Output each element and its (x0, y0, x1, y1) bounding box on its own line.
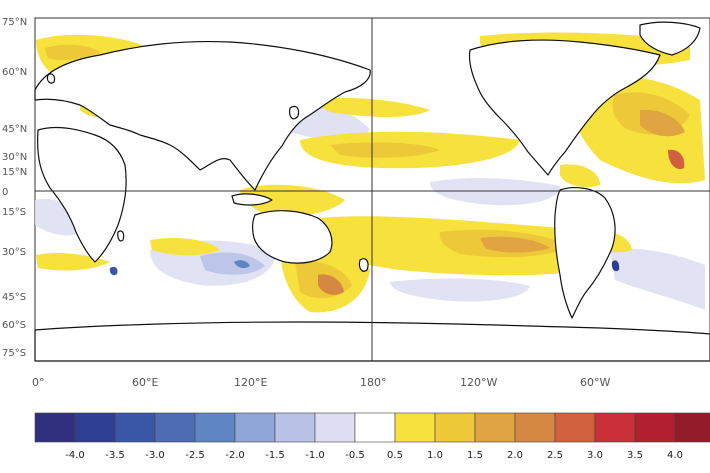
negative-anomaly-region (430, 178, 560, 206)
colorbar-swatch (154, 412, 196, 443)
colorbar-tick-label: -3.5 (105, 450, 125, 461)
colorbar-swatch (474, 412, 516, 443)
positive-anomaly-region (310, 98, 430, 117)
lat-label-75s: 75°S (2, 348, 26, 359)
lat-label-60n: 60°N (2, 67, 27, 78)
longitude-labels: 0° 60°E 120°E 180° 120°W 60°W (32, 376, 610, 389)
lon-label-60e: 60°E (132, 376, 158, 389)
colorbar-tick-label: -1.0 (305, 450, 325, 461)
lat-label-30n: 30°N (2, 152, 27, 163)
colorbar-tick-label: 1.0 (427, 450, 443, 461)
colorbar-tick-label: 2.5 (547, 450, 563, 461)
colorbar-tick-label: -1.5 (265, 450, 285, 461)
colorbar-tick-label: 3.5 (627, 450, 643, 461)
positive-anomaly-region (150, 238, 220, 256)
colorbar-swatch (234, 412, 276, 443)
landmass-greenland (639, 21, 701, 56)
negative-anomaly-region (35, 199, 85, 236)
lat-label-0: 0 (2, 187, 8, 198)
positive-anomaly-region (480, 236, 550, 253)
landmass-australia (252, 210, 333, 264)
negative-anomaly-region (390, 278, 530, 302)
lat-label-15n: 15°N (2, 167, 27, 178)
colorbar: -4.0 -3.5 -3.0 -2.5 -2.0 -1.5 -1.0 -0.5 0.5 1.0 1.… (34, 412, 710, 461)
positive-anomaly-region (318, 274, 344, 295)
positive-anomaly-region (330, 142, 440, 158)
lat-label-30s: 30°S (2, 247, 26, 258)
colorbar-swatch (514, 412, 556, 443)
colorbar-tick-label: -3.0 (145, 450, 165, 461)
colorbar-swatch (394, 412, 436, 443)
colorbar-swatch (74, 412, 116, 443)
colorbar-swatch (274, 412, 316, 443)
negative-anomaly-region (200, 252, 265, 275)
lon-label-120e: 120°E (234, 376, 267, 389)
landmass-uk (46, 73, 56, 84)
colorbar-swatch (674, 412, 710, 443)
negative-anomaly-region (234, 260, 250, 269)
negative-anomaly-region (611, 260, 620, 272)
negative-anomaly-region (109, 266, 118, 276)
lon-label-180: 180° (360, 376, 387, 389)
lon-label-0: 0° (32, 376, 45, 389)
colorbar-swatch (354, 412, 396, 443)
positive-anomaly-region (240, 184, 345, 216)
positive-anomaly-region (640, 109, 685, 137)
colorbar-swatch (634, 412, 676, 443)
colorbar-swatch (114, 412, 156, 443)
colorbar-swatch (554, 412, 596, 443)
landmass-madagascar (117, 230, 125, 242)
lat-label-45n: 45°N (2, 124, 27, 135)
landmass-eurasia (34, 40, 371, 191)
lat-label-75n: 75°N (2, 17, 27, 28)
colorbar-swatch (434, 412, 476, 443)
lat-label-45s: 45°S (2, 292, 26, 303)
landmass-indonesia (231, 193, 273, 206)
colorbar-tick-label: -2.5 (185, 450, 205, 461)
colorbar-tick-label: -4.0 (65, 450, 85, 461)
colorbar-swatch (34, 412, 76, 443)
latitude-labels: 75°N 60°N 45°N 30°N 15°N 0 15°S 30°S 45°… (2, 17, 27, 359)
lat-label-60s: 60°S (2, 320, 26, 331)
landmass-japan (289, 105, 300, 120)
colorbar-tick-label: 4.0 (667, 450, 683, 461)
map-panel (34, 17, 710, 362)
positive-anomaly-region (668, 149, 685, 170)
colorbar-swatch (594, 412, 636, 443)
lon-label-120w: 120°W (460, 376, 497, 389)
colorbar-swatch (194, 412, 236, 443)
colorbar-tick-label: 3.0 (587, 450, 603, 461)
negative-anomaly-region (610, 248, 705, 310)
colorbar-swatch (314, 412, 356, 443)
colorbar-tick-label: 0.5 (387, 450, 403, 461)
lat-label-15s: 15°S (2, 207, 26, 218)
positive-anomaly-region (45, 44, 100, 60)
lon-label-60w: 60°W (580, 376, 610, 389)
landmass-new-zealand (358, 258, 369, 272)
positive-anomaly-region (560, 164, 600, 188)
colorbar-tick-label: -2.0 (225, 450, 245, 461)
landmass-south-america (554, 187, 616, 319)
landmass-north-america (468, 39, 661, 176)
colorbar-tick-label: -0.5 (345, 450, 365, 461)
colorbar-tick-label: 1.5 (467, 450, 483, 461)
colorbar-tick-label: 2.0 (507, 450, 523, 461)
